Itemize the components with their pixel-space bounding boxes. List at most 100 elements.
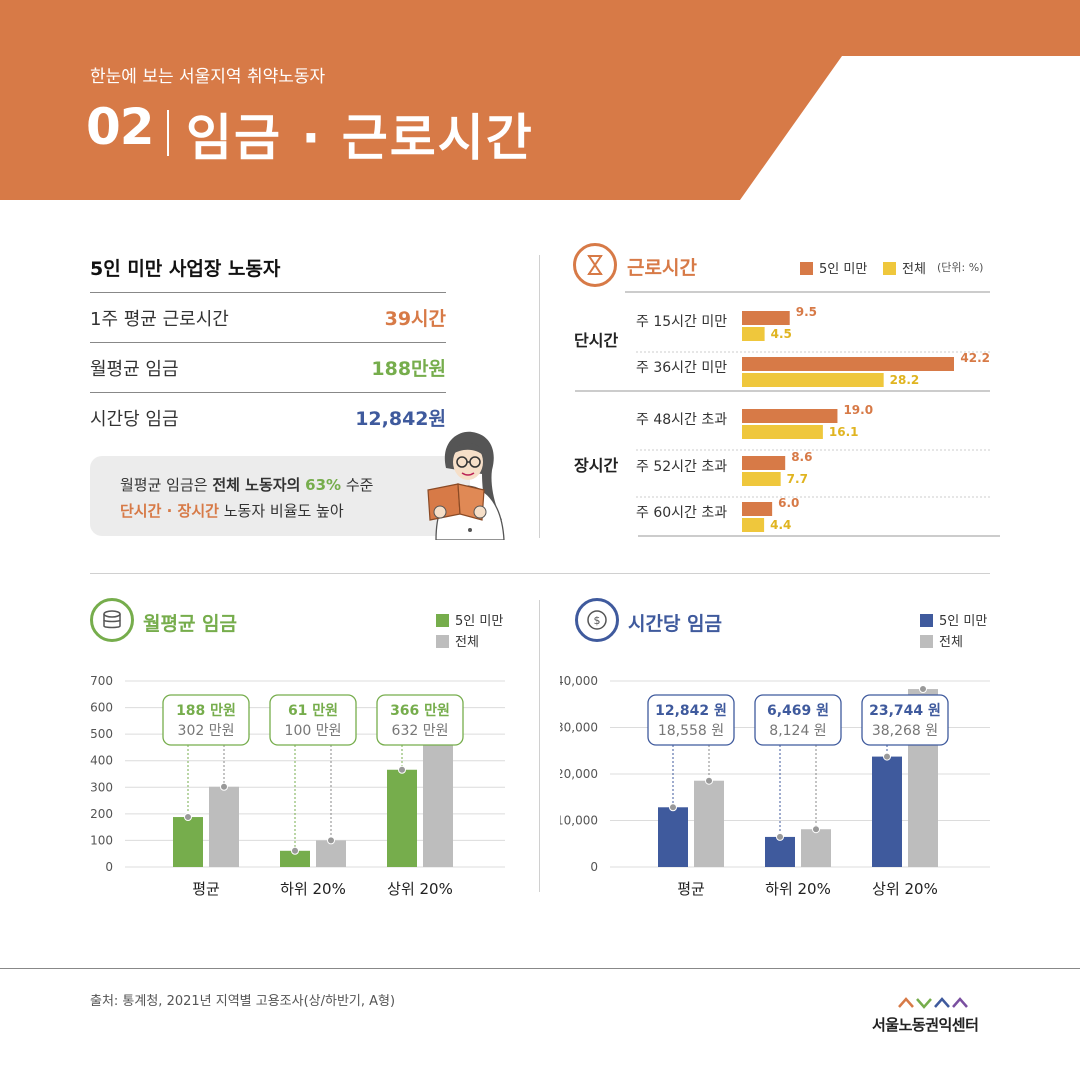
- value-label-total: 8,124 원: [769, 723, 826, 739]
- summary-row-hours: 1주 평균 근로시간 39시간: [90, 292, 446, 342]
- value-label-total: 302 만원: [178, 723, 235, 739]
- note-text: 수준: [341, 476, 374, 494]
- hours-category-label: 주 36시간 미만: [636, 360, 727, 376]
- y-tick-label: 300: [90, 780, 113, 794]
- bar-small: [765, 836, 795, 867]
- legend-small: 5인 미만: [920, 610, 987, 629]
- hours-category-label: 주 48시간 초과: [636, 412, 727, 428]
- section-number: 02: [86, 98, 155, 156]
- center-logo-text: 서울노동권익센터: [872, 1016, 979, 1034]
- hours-value-total: 7.7: [787, 472, 808, 486]
- hours-bar-small: [742, 409, 838, 423]
- note-text: 노동자 비율도 높아: [218, 502, 344, 520]
- value-label-small: 61 만원: [288, 703, 338, 719]
- hours-value-small: 8.6: [791, 450, 812, 464]
- hours-bar-small: [742, 456, 786, 470]
- value-label-total: 18,558 원: [658, 723, 724, 739]
- legend-label: 5인 미만: [939, 614, 988, 629]
- group-label: 단시간: [574, 331, 618, 350]
- hours-bar-small: [742, 502, 773, 516]
- hours-value-total: 16.1: [829, 425, 859, 439]
- bar-total: [694, 780, 724, 867]
- bar-total: [801, 829, 831, 867]
- section-divider: [90, 573, 990, 574]
- x-category-label: 평균: [192, 880, 220, 898]
- note-line-1: 월평균 임금은 전체 노동자의 63% 수준: [120, 474, 373, 495]
- value-label-small: 6,469 원: [767, 703, 829, 719]
- legend-total: 전체: [436, 631, 479, 650]
- x-category-label: 하위 20%: [765, 880, 831, 898]
- hours-bar-small: [742, 357, 954, 371]
- legend-swatch: [800, 262, 813, 275]
- summary-row-hourly-wage: 시간당 임금 12,842원: [90, 392, 446, 442]
- page-title: 임금 · 근로시간: [186, 109, 534, 167]
- hours-value-total: 4.4: [770, 518, 791, 532]
- value-label-total: 632 만원: [392, 723, 449, 739]
- note-bold: 전체 노동자의: [212, 476, 301, 494]
- header-subtitle: 한눈에 보는 서울지역 취약노동자: [90, 67, 326, 87]
- legend-swatch: [920, 635, 933, 648]
- y-tick-label: 400: [90, 754, 113, 768]
- summary-title: 5인 미만 사업장 노동자: [90, 258, 281, 280]
- hours-bar-total: [742, 425, 823, 439]
- legend-swatch: [436, 614, 449, 627]
- y-tick-label: 0: [105, 860, 113, 874]
- header-banner: [0, 0, 1080, 200]
- x-category-label: 상위 20%: [387, 880, 453, 898]
- hours-value-total: 28.2: [890, 373, 920, 387]
- hours-value-small: 19.0: [843, 403, 873, 417]
- y-tick-label: 600: [90, 701, 113, 715]
- bar-small: [173, 817, 203, 867]
- y-tick-label: 10,000: [560, 814, 598, 828]
- note-line-2: 단시간 · 장시간 노동자 비율도 높아: [120, 500, 344, 521]
- group-label: 장시간: [574, 456, 618, 475]
- bar-marker: [184, 813, 192, 822]
- bar-marker: [398, 765, 406, 774]
- bar-small: [387, 769, 417, 867]
- value-callout: [647, 694, 735, 746]
- hours-bar-total: [742, 327, 765, 341]
- column-divider: [539, 600, 540, 892]
- bar-marker: [327, 836, 335, 845]
- summary-value: 39시간: [384, 308, 446, 330]
- bar-marker: [919, 685, 927, 694]
- note-percent: 63%: [305, 476, 342, 494]
- hours-value-small: 42.2: [960, 351, 990, 365]
- summary-value: 188만원: [371, 358, 446, 380]
- coins-icon: [90, 598, 134, 642]
- value-callout: [861, 694, 949, 746]
- hours-bar-total: [742, 518, 765, 532]
- value-callout: [754, 694, 842, 746]
- source-note: 출처: 통계청, 2021년 지역별 고용조사(상/하반기, A형): [90, 994, 396, 1009]
- hours-category-label: 주 15시간 미만: [636, 314, 727, 330]
- bar-marker: [812, 825, 820, 834]
- bar-marker: [705, 776, 713, 785]
- bar-small: [872, 756, 902, 867]
- hours-bar-small: [742, 311, 790, 325]
- hours-category-label: 주 52시간 초과: [636, 459, 727, 475]
- value-callout: [269, 694, 357, 746]
- x-category-label: 상위 20%: [872, 880, 938, 898]
- y-tick-label: 200: [90, 807, 113, 821]
- bar-total: [316, 840, 346, 867]
- hours-value-small: 6.0: [778, 496, 799, 510]
- bar-total: [209, 786, 239, 867]
- y-tick-label: 20,000: [560, 767, 598, 781]
- value-label-small: 12,842 원: [655, 703, 727, 719]
- y-tick-label: 40,000: [560, 674, 598, 688]
- legend-swatch: [883, 262, 896, 275]
- legend-total: 전체: [883, 258, 926, 277]
- hours-title: 근로시간: [627, 257, 697, 279]
- legend-label: 전체: [455, 635, 479, 650]
- legend-label: 전체: [902, 262, 926, 277]
- bar-small: [280, 850, 310, 867]
- bar-marker: [776, 832, 784, 841]
- summary-note: 월평균 임금은 전체 노동자의 63% 수준 단시간 · 장시간 노동자 비율도…: [90, 456, 470, 536]
- legend-swatch: [920, 614, 933, 627]
- y-tick-label: 0: [590, 860, 598, 874]
- legend-label: 5인 미만: [819, 262, 868, 277]
- value-callout: [162, 694, 250, 746]
- summary-label: 시간당 임금: [90, 409, 179, 430]
- y-tick-label: 500: [90, 727, 113, 741]
